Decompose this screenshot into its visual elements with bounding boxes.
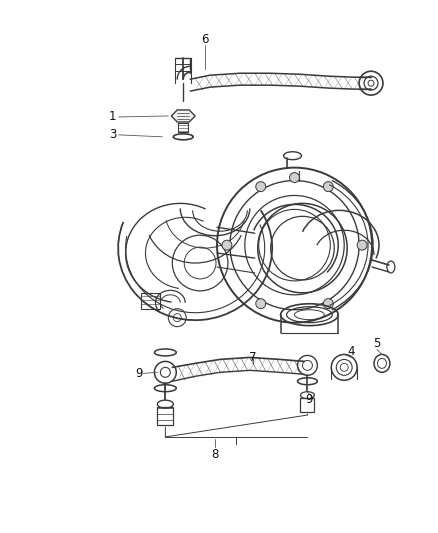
- Text: 6: 6: [201, 33, 209, 46]
- Circle shape: [357, 240, 367, 250]
- Text: 8: 8: [212, 448, 219, 461]
- Text: 9: 9: [306, 393, 313, 406]
- Text: 3: 3: [109, 128, 117, 141]
- Text: 4: 4: [347, 345, 355, 358]
- Text: 5: 5: [373, 337, 381, 350]
- Polygon shape: [171, 110, 195, 122]
- Circle shape: [323, 298, 333, 309]
- Bar: [157, 407, 173, 425]
- Circle shape: [256, 182, 266, 191]
- Bar: [300, 398, 314, 412]
- Circle shape: [323, 182, 333, 191]
- Text: 7: 7: [249, 351, 257, 364]
- Text: 1: 1: [109, 110, 117, 124]
- Bar: [141, 293, 160, 309]
- Circle shape: [222, 240, 232, 250]
- Circle shape: [256, 298, 266, 309]
- Circle shape: [290, 173, 300, 182]
- Text: 9: 9: [135, 367, 142, 380]
